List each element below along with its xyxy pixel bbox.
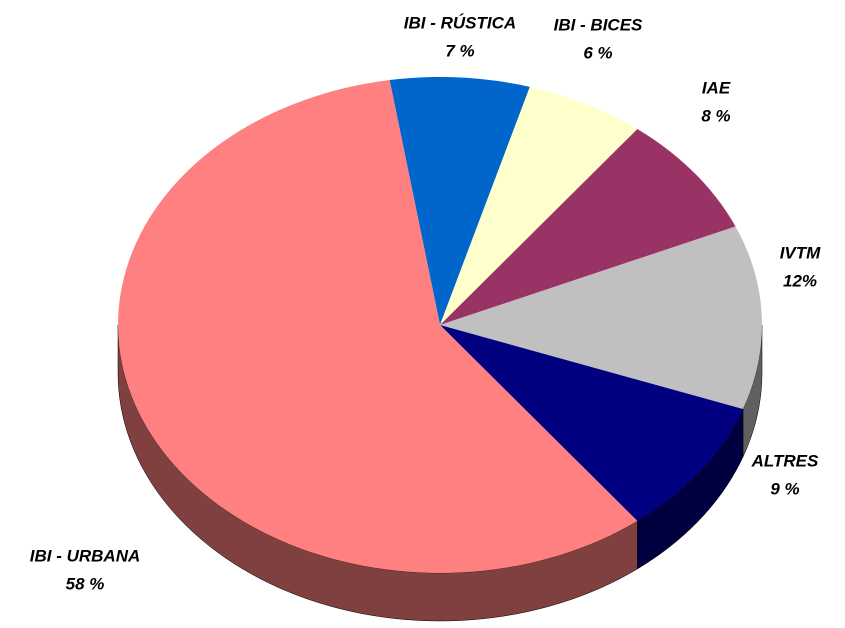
slice-label: IBI - RÚSTICA [404,13,516,32]
slice [118,80,638,574]
slice [440,129,736,325]
value-label: 12% [783,271,817,290]
slice-label: IBI - BICES [554,15,643,34]
value-label: 7 % [445,41,474,60]
value-label: 8 % [701,106,730,125]
slice [440,226,762,410]
slice-label: IAE [702,78,731,97]
value-label: 6 % [583,43,612,62]
value-label: 9 % [770,479,799,498]
slice-label: IVTM [780,243,821,262]
slice [389,77,530,326]
slice [440,86,638,325]
value-label: 58 % [66,574,105,593]
slice [440,325,743,521]
slice-label: ALTRES [751,451,819,470]
slice-label: IBI - URBANA [30,546,141,565]
